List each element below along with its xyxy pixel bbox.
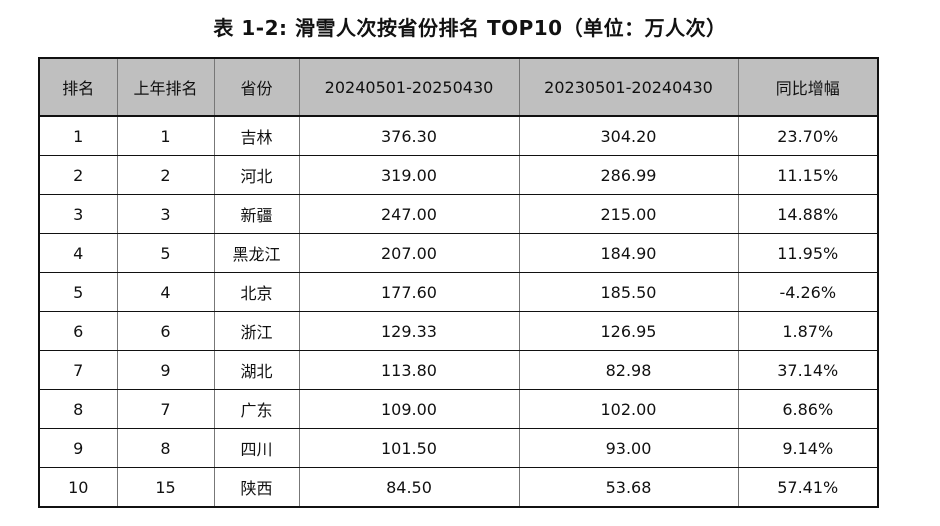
cell-province: 四川 [213,428,300,468]
cell-rank: 6 [38,311,118,351]
cell-last-year-rank: 5 [116,233,215,273]
header-row: 排名 上年排名 省份 20240501-20250430 20230501-202404… [38,57,879,117]
ranking-table: 排名 上年排名 省份 20240501-20250430 20230501-202404… [38,57,879,508]
table-row: 3 3 新疆 247.00 215.00 14.88% [38,194,879,234]
cell-province: 河北 [213,155,300,195]
cell-last-year-rank: 7 [116,389,215,429]
cell-previous-period: 102.00 [518,389,739,429]
cell-rank: 9 [38,428,118,468]
cell-rank: 10 [38,467,118,508]
cell-current-period: 207.00 [298,233,520,273]
cell-last-year-rank: 15 [116,467,215,508]
cell-last-year-rank: 2 [116,155,215,195]
table-row: 2 2 河北 319.00 286.99 11.15% [38,155,879,195]
cell-previous-period: 53.68 [518,467,739,508]
cell-province: 吉林 [213,115,300,156]
cell-current-period: 129.33 [298,311,520,351]
cell-current-period: 177.60 [298,272,520,312]
cell-yoy-growth: 57.41% [737,467,879,508]
cell-previous-period: 93.00 [518,428,739,468]
cell-rank: 7 [38,350,118,390]
cell-yoy-growth: -4.26% [737,272,879,312]
cell-yoy-growth: 11.95% [737,233,879,273]
cell-rank: 5 [38,272,118,312]
column-header-previous-period: 20230501-20240430 [518,57,739,117]
cell-province: 黑龙江 [213,233,300,273]
table-row: 7 9 湖北 113.80 82.98 37.14% [38,350,879,390]
cell-current-period: 113.80 [298,350,520,390]
cell-previous-period: 126.95 [518,311,739,351]
cell-previous-period: 286.99 [518,155,739,195]
column-header-province: 省份 [213,57,300,117]
cell-rank: 2 [38,155,118,195]
column-header-current-period: 20240501-20250430 [298,57,520,117]
cell-yoy-growth: 37.14% [737,350,879,390]
table-row: 9 8 四川 101.50 93.00 9.14% [38,428,879,468]
cell-current-period: 84.50 [298,467,520,508]
cell-rank: 1 [38,115,118,156]
cell-yoy-growth: 6.86% [737,389,879,429]
cell-province: 浙江 [213,311,300,351]
cell-province: 北京 [213,272,300,312]
cell-last-year-rank: 8 [116,428,215,468]
column-header-rank: 排名 [38,57,118,117]
table-title: 表 1-2: 滑雪人次按省份排名 TOP10（单位：万人次） [213,16,727,40]
cell-province: 新疆 [213,194,300,234]
cell-yoy-growth: 23.70% [737,115,879,156]
column-header-yoy-growth: 同比增幅 [737,57,879,117]
cell-rank: 4 [38,233,118,273]
cell-previous-period: 82.98 [518,350,739,390]
cell-previous-period: 184.90 [518,233,739,273]
cell-last-year-rank: 4 [116,272,215,312]
cell-current-period: 319.00 [298,155,520,195]
cell-last-year-rank: 1 [116,115,215,156]
cell-yoy-growth: 11.15% [737,155,879,195]
cell-last-year-rank: 3 [116,194,215,234]
table-row: 10 15 陕西 84.50 53.68 57.41% [38,467,879,508]
cell-province: 广东 [213,389,300,429]
cell-last-year-rank: 9 [116,350,215,390]
cell-province: 湖北 [213,350,300,390]
table-row: 4 5 黑龙江 207.00 184.90 11.95% [38,233,879,273]
cell-rank: 3 [38,194,118,234]
cell-yoy-growth: 1.87% [737,311,879,351]
table-row: 8 7 广东 109.00 102.00 6.86% [38,389,879,429]
cell-current-period: 109.00 [298,389,520,429]
table-row: 6 6 浙江 129.33 126.95 1.87% [38,311,879,351]
cell-current-period: 247.00 [298,194,520,234]
cell-current-period: 376.30 [298,115,520,156]
table-row: 1 1 吉林 376.30 304.20 23.70% [38,115,879,156]
cell-previous-period: 185.50 [518,272,739,312]
cell-yoy-growth: 9.14% [737,428,879,468]
cell-yoy-growth: 14.88% [737,194,879,234]
cell-last-year-rank: 6 [116,311,215,351]
cell-province: 陕西 [213,467,300,508]
cell-rank: 8 [38,389,118,429]
cell-current-period: 101.50 [298,428,520,468]
column-header-last-year-rank: 上年排名 [116,57,215,117]
cell-previous-period: 215.00 [518,194,739,234]
cell-previous-period: 304.20 [518,115,739,156]
table-row: 5 4 北京 177.60 185.50 -4.26% [38,272,879,312]
